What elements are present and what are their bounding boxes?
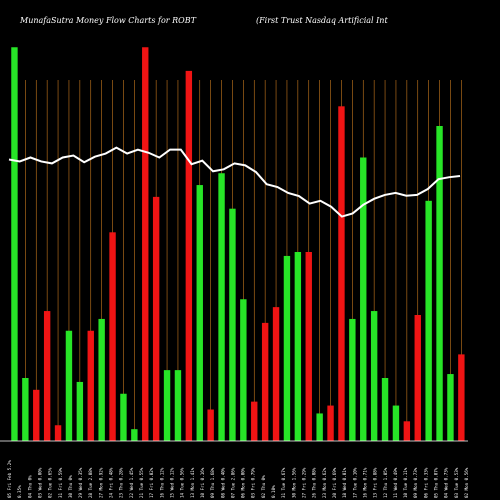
money-flow-line [8, 146, 461, 218]
money-flow-bar [54, 425, 62, 441]
x-tick-label: 09 Mon 0.73% [413, 467, 418, 498]
money-flow-bar [218, 173, 225, 441]
money-flow-bar [43, 311, 51, 441]
money-flow-bar [327, 405, 334, 441]
money-flow-bar [87, 330, 94, 441]
money-flow-bar [261, 322, 269, 442]
x-tick-label: 21 Tue 0.55% [139, 467, 144, 498]
x-tick-label: 10 Tue 0.11% [403, 467, 408, 498]
money-flow-bar [305, 252, 312, 441]
money-flow-bar [414, 315, 421, 441]
x-tick-label: 31 Fri 0.59% [58, 467, 63, 498]
money-flow-bar [294, 252, 302, 441]
x-tick-label: 11 Wed 0.49% [393, 467, 398, 498]
x-tick-label: 02 Tue 0.65% [48, 467, 53, 498]
x-tick-label: 0.10% [271, 485, 276, 498]
x-tick-labels: 05 Fri Feb 5.2% 0.35% 04 Thu 0% 03 Wed 0.00… [7, 460, 469, 498]
x-tick-label: 26 Thu 0.08% [312, 467, 317, 498]
x-tick-label: 02 Thu 0% [261, 475, 266, 498]
money-flow-bar [458, 354, 465, 442]
x-tick-label: 09 Thu 1.68% [210, 467, 215, 498]
x-tick-label: 28 Tue 2.08% [88, 467, 93, 498]
money-flow-bar [120, 393, 127, 441]
x-tick-label: 30 Thu 0% [68, 475, 73, 498]
chart-title-right: (First Trust Nasdaq Artificial Int [256, 16, 388, 25]
money-flow-bar [338, 106, 345, 441]
x-tick-label: 05 Thu 0.07% [434, 467, 439, 498]
x-tick-label: 23 Mon 0.62% [322, 467, 327, 498]
money-flow-bar [174, 370, 182, 442]
money-flow-bar [76, 381, 84, 441]
x-tick-label: 31 Tue 0.67% [281, 467, 286, 498]
x-tick-label: 30 Mon 1.56% [291, 467, 296, 498]
money-flow-bar [196, 185, 203, 441]
x-tick-label: 02 Mon 0.56% [464, 467, 469, 498]
money-flow-bar [283, 255, 291, 441]
money-flow-bar [370, 311, 378, 441]
x-tick-label: 20 Fri 0.69% [332, 467, 337, 498]
x-tick-label: 13 Fri 0.88% [373, 467, 378, 498]
x-tick-label: 14 Tue 0.56% [180, 467, 185, 498]
money-flow-bar [98, 318, 105, 441]
x-tick-label: 23 Thu 0.28% [119, 467, 124, 498]
money-flow-bar [65, 330, 73, 441]
x-tick-label: 10 Fri 0.16% [200, 467, 205, 498]
money-flow-bar [22, 378, 29, 441]
money-flow-bar [240, 299, 247, 441]
x-tick-label: 04 Wed 0.73% [444, 467, 449, 498]
x-tick-label: 06 Mon 0.00% [241, 467, 246, 498]
x-tick-label: 22 Wed 1.45% [129, 467, 134, 498]
x-tick-label: 27 Mon 0.92% [98, 467, 103, 498]
x-tick-label: 15 Wed 0.12% [169, 467, 174, 498]
money-flow-bar [185, 70, 193, 442]
x-tick-label: 27 Fri 0.29% [302, 467, 307, 498]
money-flow-bar [109, 232, 116, 441]
money-flow-bar [131, 429, 138, 441]
money-flow-bar [392, 405, 400, 441]
x-tick-label: 03 Tue 0.53% [454, 467, 459, 498]
money-flow-bar [142, 47, 149, 441]
x-tick-label: 07 Tue 2.86% [230, 467, 235, 498]
money-flow-bar [33, 389, 40, 441]
x-tick-label: 03 Wed 0.00% [37, 467, 42, 498]
x-tick-label: 05 Fri Feb 5.2% [7, 460, 12, 498]
money-flow-bar [436, 126, 443, 441]
chart-title-left: MunafaSutra Money Flow Charts for ROBT [19, 16, 197, 25]
money-flow-bar [316, 413, 323, 441]
money-flow-bar [163, 370, 171, 442]
x-tick-label: 16 Mon 0.71% [362, 467, 367, 498]
x-tick-label: 0.35% [17, 485, 22, 498]
money-flow-bar [11, 47, 18, 441]
money-flow-bar [272, 307, 280, 442]
x-tick-label: 13 Mon 1.41% [190, 467, 195, 498]
money-flow-bar [207, 409, 214, 441]
x-tick-label: 24 Fri 0.48% [109, 467, 114, 498]
money-flow-bar [349, 318, 356, 441]
money-flow-bar [360, 157, 367, 441]
money-flow-bar [229, 208, 236, 441]
x-tick-label: 12 Thu 1.05% [383, 467, 388, 498]
x-tick-label: 17 Tue 0.10% [352, 467, 357, 498]
x-tick-label: 18 Wed 0.01% [342, 467, 347, 498]
money-flow-bar [425, 200, 432, 441]
x-tick-label: 17 Fri 0.02% [149, 467, 154, 498]
bars [11, 47, 465, 442]
x-tick-label: 29 Wed 0.35% [78, 467, 83, 498]
money-flow-bar [152, 196, 160, 442]
money-flow-bar [381, 378, 389, 441]
money-flow-bar [447, 374, 454, 441]
x-tick-label: 16 Thu 0.12% [159, 467, 164, 498]
x-tick-label: 08 Wed 0.40% [220, 467, 225, 498]
x-tick-label: 03 Fri 0.79% [251, 467, 256, 498]
money-flow-bar [403, 421, 411, 441]
x-tick-label: 06 Fri 0.33% [423, 467, 428, 498]
x-tick-label: 04 Thu 0% [27, 475, 32, 498]
money-flow-bar [251, 401, 258, 442]
